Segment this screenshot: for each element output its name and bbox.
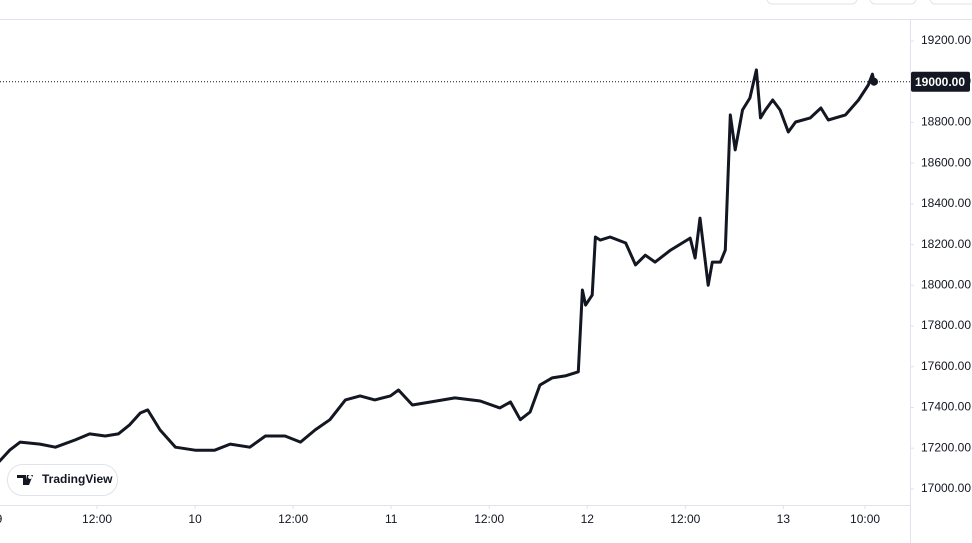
price-line: [0, 68, 876, 463]
logo-icon: [17, 475, 33, 485]
y-tick-label: 17800.00: [921, 318, 971, 332]
x-tick-label: 11: [385, 512, 398, 526]
last-point: [870, 77, 879, 86]
x-tick-label: 12:00: [82, 512, 112, 526]
x-tick-label: 9: [0, 512, 3, 526]
x-tick-label: 10:00: [850, 512, 880, 526]
x-tick-label: 13: [777, 512, 791, 526]
y-tick-label: 18000.00: [921, 277, 971, 291]
y-tick-label: 18400.00: [921, 196, 971, 210]
y-tick-label: 19200.00: [921, 33, 971, 47]
toolbar-button[interactable]: [766, 0, 858, 5]
x-tick-label: 10: [188, 512, 202, 526]
y-tick-label: 18800.00: [921, 115, 971, 129]
y-tick-label: 17600.00: [921, 359, 971, 373]
logo[interactable]: TradingView: [7, 464, 118, 496]
y-tick-label: 17400.00: [921, 400, 971, 414]
x-tick-label: 12:00: [278, 512, 308, 526]
plot-area: [0, 68, 879, 463]
y-tick-label: 18200.00: [921, 237, 971, 251]
logo-box[interactable]: [7, 464, 118, 496]
last-price-label: 19000.00: [915, 75, 965, 89]
logo-text: TradingView: [42, 472, 113, 486]
y-tick-label: 18600.00: [921, 155, 971, 169]
toolbar-button[interactable]: [869, 0, 917, 5]
last-price-box: [911, 71, 970, 92]
x-tick-label: 12: [581, 512, 595, 526]
y-tick-label: 17200.00: [921, 440, 971, 454]
x-tick-label: 12:00: [474, 512, 504, 526]
y-tick-label: 17000.00: [921, 481, 971, 495]
toolbar-button[interactable]: [929, 0, 972, 5]
x-tick-label: 12:00: [670, 512, 700, 526]
